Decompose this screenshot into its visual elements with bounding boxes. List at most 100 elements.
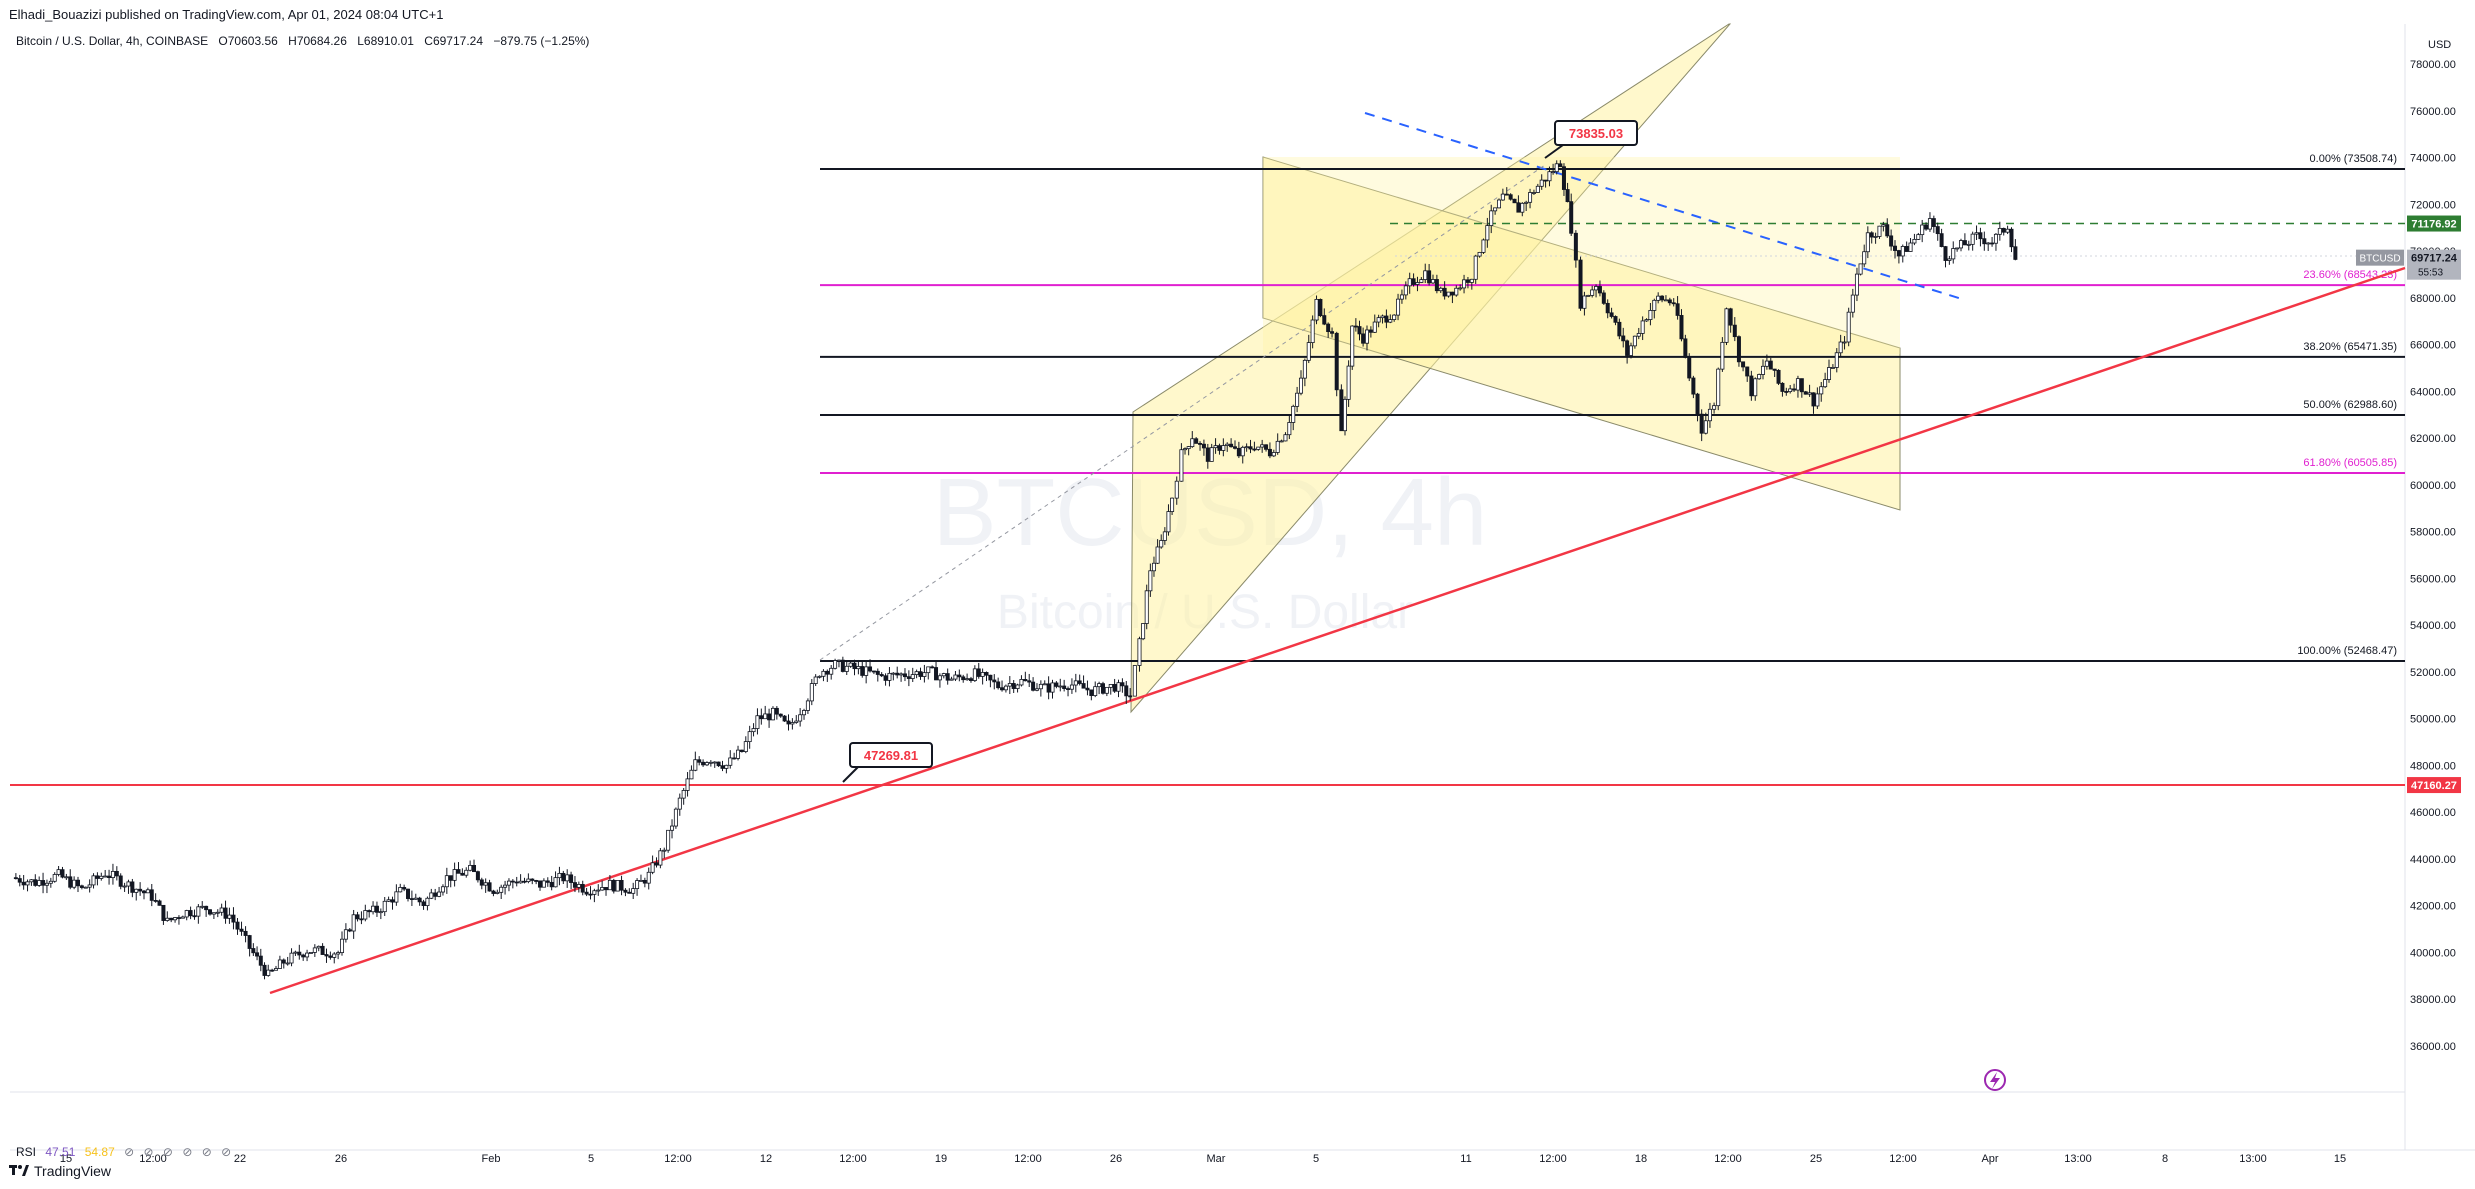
candle-body bbox=[468, 864, 473, 871]
candle-body bbox=[1586, 294, 1591, 297]
candle-body bbox=[91, 875, 96, 886]
candle-body bbox=[1034, 688, 1039, 691]
candle-body bbox=[1943, 246, 1948, 261]
candle-body bbox=[922, 672, 927, 677]
time-tick-label: Mar bbox=[1207, 1153, 1226, 1165]
price-tick-label: 36000.00 bbox=[2410, 1041, 2456, 1053]
rising-support-line[interactable] bbox=[269, 266, 2406, 995]
time-tick-label: Feb bbox=[482, 1153, 501, 1165]
time-axis[interactable]: 15 12:00 22 26 Feb 5 12:00 12 12:00 19 12:00 26 Mar 5… bbox=[60, 1153, 2346, 1165]
candle-body bbox=[153, 900, 158, 902]
last-price-tag-bg[interactable] bbox=[2407, 249, 2461, 280]
candle-body bbox=[553, 877, 558, 888]
time-tick-label: 5 bbox=[1313, 1153, 1319, 1165]
candle-body bbox=[584, 891, 589, 895]
candle-body bbox=[1388, 319, 1393, 323]
candle-body bbox=[1104, 686, 1109, 694]
lightning-icon[interactable] bbox=[1984, 1069, 2006, 1091]
breakout-price-tag-bg[interactable] bbox=[2407, 215, 2461, 232]
trend-lines[interactable] bbox=[10, 112, 2406, 995]
candle-body bbox=[266, 969, 271, 976]
candle-body bbox=[1648, 310, 1653, 320]
rsi-label[interactable]: RSI bbox=[16, 1145, 37, 1159]
fib-level-label: 100.00% (52468.47) bbox=[2297, 645, 2397, 657]
price-axis[interactable]: 78000.0076000.0074000.0072000.0070000.00… bbox=[2410, 59, 2456, 1053]
candle-body bbox=[802, 710, 807, 716]
eye-icon[interactable]: ⊘ bbox=[124, 1145, 135, 1159]
candle-body bbox=[452, 869, 457, 881]
candle-body bbox=[103, 875, 108, 878]
price-tick-label: 68000.00 bbox=[2410, 293, 2456, 305]
candle-body bbox=[864, 666, 869, 676]
candle-body bbox=[83, 886, 88, 889]
descending-resistance-line[interactable] bbox=[1364, 112, 1966, 301]
projection-line[interactable] bbox=[819, 164, 1546, 661]
more-icon[interactable]: ⊘ bbox=[201, 1145, 212, 1159]
candle-body bbox=[1462, 279, 1467, 289]
candle-body bbox=[1364, 329, 1369, 344]
candle-body bbox=[638, 879, 643, 882]
candle-body bbox=[743, 741, 748, 752]
candle-body bbox=[755, 715, 760, 729]
candle-body bbox=[662, 849, 667, 852]
support-price-tag-bg[interactable] bbox=[2407, 777, 2461, 794]
candle-body bbox=[1862, 251, 1867, 265]
candle-body bbox=[239, 928, 244, 932]
candle-body bbox=[258, 955, 263, 966]
candle-body bbox=[1617, 321, 1622, 337]
tradingview-brand[interactable]: TradingView bbox=[9, 1163, 111, 1179]
symbol-legend[interactable]: Bitcoin / U.S. Dollar, 4h, COINBASE O706… bbox=[16, 34, 596, 48]
candle-body bbox=[114, 871, 119, 877]
candle-body bbox=[41, 880, 46, 886]
candle-body bbox=[13, 877, 18, 880]
candle-body bbox=[1023, 679, 1028, 682]
support-price-tag: 47160.27 bbox=[2411, 780, 2457, 792]
symbol-tag-bg[interactable] bbox=[2356, 249, 2404, 266]
fibonacci-retracement[interactable]: 0.00% (73508.74)23.60% (68543.23)38.20% … bbox=[820, 153, 2405, 662]
candle-body bbox=[1279, 440, 1284, 443]
settings-icon[interactable]: ⊘ bbox=[143, 1145, 154, 1159]
candle-body bbox=[1314, 298, 1319, 321]
candle-body bbox=[301, 954, 306, 958]
ohlc-high: H70684.26 bbox=[288, 34, 347, 48]
candle-body bbox=[604, 887, 609, 891]
source-icon[interactable]: ⊘ bbox=[162, 1145, 173, 1159]
candle-body bbox=[1240, 446, 1245, 457]
candle-body bbox=[2013, 246, 2018, 260]
candle-body bbox=[1221, 445, 1226, 451]
candle-body bbox=[1601, 292, 1606, 304]
candle-body bbox=[1225, 443, 1230, 446]
collapse-icon[interactable]: ⊘ bbox=[221, 1145, 232, 1159]
candle-body bbox=[526, 878, 531, 882]
candle-body bbox=[21, 881, 26, 886]
rsi-value: 47.51 bbox=[45, 1145, 76, 1159]
candle-body bbox=[52, 874, 57, 882]
price-tick-label: 56000.00 bbox=[2410, 573, 2456, 585]
price-annotations[interactable]: 73835.03 47269.81 71176.92 47160.27 BTCUSD 69… bbox=[842, 120, 2461, 794]
candle-body bbox=[1609, 312, 1614, 317]
candle-body bbox=[1248, 446, 1253, 450]
candle-body bbox=[1454, 287, 1459, 296]
candle-body bbox=[1339, 389, 1344, 432]
time-tick-label: 13:00 bbox=[2239, 1153, 2267, 1165]
symbol-name[interactable]: Bitcoin / U.S. Dollar, 4h, COINBASE bbox=[16, 34, 209, 48]
callout-pointer bbox=[842, 766, 859, 783]
candle-body bbox=[1594, 286, 1599, 291]
rsi-legend[interactable]: RSI 47.51 54.87 ⊘ ⊘ ⊘ ⊘ ⊘ ⊘ bbox=[16, 1145, 237, 1159]
candle-body bbox=[1986, 242, 1991, 245]
callout-box[interactable] bbox=[1554, 120, 1638, 146]
candle-body bbox=[1380, 315, 1385, 319]
callout-box[interactable] bbox=[849, 742, 933, 768]
candle-body bbox=[99, 875, 104, 879]
candle-body bbox=[530, 878, 535, 881]
candle-body bbox=[654, 862, 659, 866]
candle-body bbox=[1271, 452, 1276, 457]
delete-icon[interactable]: ⊘ bbox=[182, 1145, 193, 1159]
candle-body bbox=[1330, 331, 1335, 334]
candle-body bbox=[1893, 245, 1898, 251]
candle-body bbox=[1749, 375, 1754, 397]
candle-body bbox=[1066, 688, 1071, 690]
candle-body bbox=[1803, 391, 1808, 395]
candle-body bbox=[941, 673, 946, 677]
